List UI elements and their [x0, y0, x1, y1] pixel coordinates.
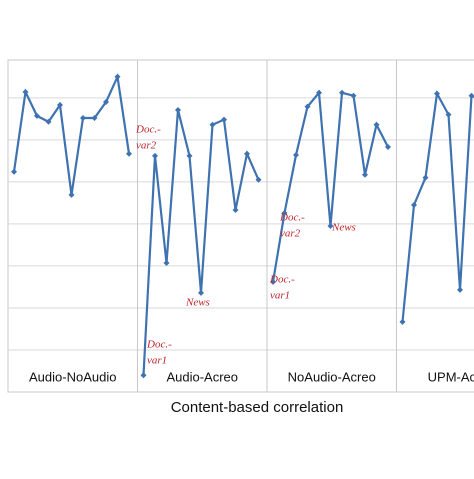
panel-label: Audio-Acreo	[166, 369, 238, 384]
annotation: Doc.-	[279, 212, 305, 224]
point	[11, 169, 17, 175]
annotation: Doc.-	[269, 274, 295, 286]
point	[233, 207, 239, 213]
annotation: News	[331, 222, 356, 234]
annotation: Doc.-	[135, 124, 161, 136]
point	[152, 153, 158, 159]
plot-frame	[8, 60, 474, 392]
line	[14, 77, 129, 195]
annotation: Doc.-	[146, 339, 172, 351]
annotation: News	[185, 297, 210, 309]
annotation: var1	[147, 355, 167, 367]
point	[339, 90, 345, 96]
point	[411, 202, 417, 208]
point	[187, 153, 193, 159]
point	[423, 175, 429, 181]
point	[198, 290, 204, 296]
point	[457, 287, 463, 293]
line	[403, 94, 474, 322]
point	[164, 260, 170, 266]
panel-label: Audio-NoAudio	[29, 369, 116, 384]
line	[273, 93, 388, 282]
point	[80, 115, 86, 121]
point	[126, 151, 132, 157]
x-axis-label: Content-based correlation	[171, 399, 344, 416]
point	[175, 107, 181, 113]
point	[400, 319, 406, 325]
point	[362, 172, 368, 178]
panel-label: NoAudio-Acreo	[288, 369, 376, 384]
point	[69, 192, 75, 198]
annotation: var2	[136, 140, 157, 152]
line	[144, 110, 259, 375]
point	[141, 372, 147, 378]
annotation: var1	[270, 290, 290, 302]
panel-label: UPM-Acreo	[428, 369, 474, 384]
point	[293, 152, 299, 158]
annotation: var2	[280, 228, 301, 240]
